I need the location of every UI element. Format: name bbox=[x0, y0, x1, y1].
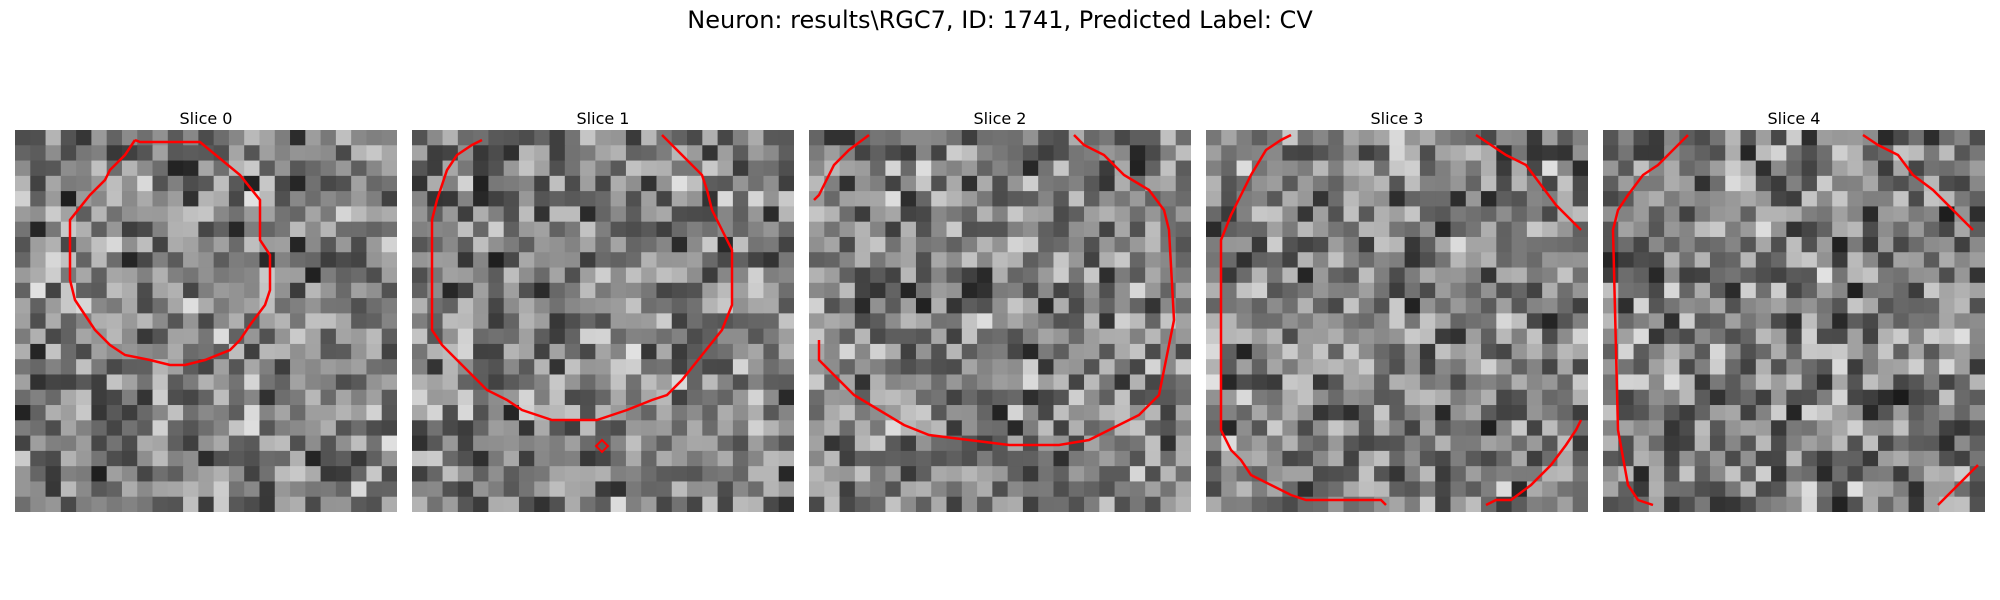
slice-image-2 bbox=[809, 130, 1191, 512]
contour-main-arc bbox=[817, 134, 1176, 447]
contour-line bbox=[430, 134, 734, 422]
slice-panel-0: Slice 0 bbox=[15, 108, 397, 512]
slice-pixels-3 bbox=[1206, 130, 1588, 512]
slice-image-0 bbox=[15, 130, 397, 512]
slice-panel-1: Slice 1 bbox=[412, 108, 794, 512]
contour-left-arc bbox=[813, 134, 870, 201]
slice-image-1 bbox=[412, 130, 794, 512]
slice-panel-3: Slice 3 bbox=[1206, 108, 1588, 512]
contour-line bbox=[68, 138, 272, 367]
slice-pixels-0 bbox=[15, 130, 397, 512]
slice-title-0: Slice 0 bbox=[179, 109, 233, 128]
slice-pixels-1 bbox=[412, 130, 794, 512]
contour-right-bottom bbox=[1485, 419, 1583, 507]
contour-right-top bbox=[1862, 133, 1974, 231]
contour-left-arc bbox=[1611, 134, 1689, 507]
slice-image-3 bbox=[1206, 130, 1588, 512]
contour-right-top bbox=[1475, 133, 1582, 231]
contour-right-bottom bbox=[1937, 464, 1979, 506]
contour-marker bbox=[594, 438, 610, 454]
slice-title-2: Slice 2 bbox=[973, 109, 1027, 128]
slice-title-3: Slice 3 bbox=[1370, 109, 1424, 128]
slice-title-1: Slice 1 bbox=[576, 109, 630, 128]
slice-panel-2: Slice 2 bbox=[809, 108, 1191, 512]
slice-image-4 bbox=[1603, 130, 1985, 512]
slice-pixels-2 bbox=[809, 130, 1191, 512]
slice-pixels-4 bbox=[1603, 130, 1985, 512]
contour-left-arc bbox=[1219, 133, 1387, 506]
figure-title: Neuron: results\RGC7, ID: 1741, Predicte… bbox=[687, 6, 1313, 34]
slice-title-4: Slice 4 bbox=[1767, 109, 1821, 128]
slice-panel-4: Slice 4 bbox=[1603, 108, 1985, 512]
